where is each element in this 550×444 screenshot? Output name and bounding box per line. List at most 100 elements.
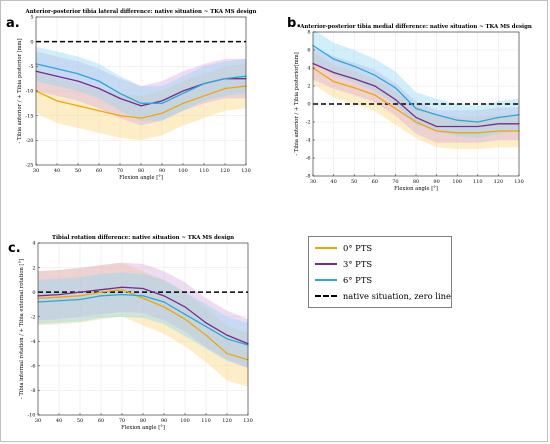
data-point-0-0-1: [56, 100, 58, 102]
legend-entry-2: 6° PTS: [315, 272, 451, 288]
data-point-0-0-5: [140, 117, 142, 119]
data-point-0-0-3: [98, 110, 100, 112]
y-tick-label-2-4: -2: [31, 314, 36, 320]
y-tick-label-1-6: 4: [307, 66, 310, 72]
data-point-0-2-5: [140, 102, 142, 104]
data-point-2-2-8: [205, 325, 207, 328]
data-point-0-2-4: [119, 92, 121, 95]
y-tick-label-2-5: 0: [32, 290, 35, 296]
x-tick-label-1-2: 50: [351, 179, 357, 185]
y-tick-label-1-8: 8: [307, 30, 310, 36]
legend-entry-3: native situation, zero line: [315, 288, 451, 304]
data-point-0-2-8: [203, 83, 205, 85]
data-point-2-1-9: [226, 334, 228, 336]
sd-band-1-2: [313, 29, 519, 139]
x-tick-label-1-4: 70: [392, 179, 398, 185]
data-point-1-0-4: [394, 107, 396, 110]
data-point-2-0-1: [58, 296, 60, 298]
x-tick-label-0-2: 50: [75, 168, 81, 174]
x-tick-label-2-0: 30: [35, 418, 41, 424]
y-tick-label-1-2: -4: [306, 138, 311, 144]
data-point-0-1-3: [98, 87, 100, 90]
x-tick-label-1-8: 110: [473, 179, 483, 185]
data-point-1-2-4: [394, 87, 396, 89]
x-tick-label-0-4: 70: [117, 168, 123, 174]
x-tick-label-2-9: 120: [222, 418, 232, 424]
chart-title-2: Tibial rotation difference: native situa…: [52, 235, 234, 241]
data-point-1-1-4: [394, 98, 396, 101]
y-tick-label-0-2: -15: [25, 113, 33, 119]
data-point-2-2-1: [58, 300, 60, 302]
data-point-0-2-1: [56, 68, 58, 70]
data-point-2-2-9: [226, 338, 228, 340]
y-tick-label-1-0: -8: [306, 174, 311, 180]
data-point-2-2-3: [100, 295, 102, 297]
x-axis-label-0: Flexion angle [°]: [119, 175, 163, 181]
data-point-2-0-2: [79, 295, 81, 297]
y-tick-label-2-2: -6: [31, 364, 36, 370]
data-point-0-0-6: [161, 112, 163, 114]
data-point-1-2-7: [456, 119, 458, 121]
data-point-1-0-5: [415, 121, 417, 123]
x-tick-label-2-10: 130: [243, 418, 253, 424]
y-tick-label-0-3: -10: [25, 89, 33, 95]
data-point-2-1-6: [163, 295, 165, 297]
data-point-2-1-1: [58, 294, 60, 296]
data-point-2-0-9: [226, 352, 228, 355]
chart-panel-1: b.Anterior-posterior tibia medial differ…: [287, 16, 532, 192]
legend-label-1: 3° PTS: [343, 259, 373, 269]
data-point-2-1-2: [79, 291, 81, 293]
data-point-0-0-4: [119, 115, 121, 117]
data-point-2-1-3: [100, 289, 102, 291]
data-point-1-0-8: [477, 132, 479, 134]
data-point-0-1-2: [77, 80, 79, 82]
data-point-1-1-5: [415, 116, 417, 119]
legend-label-2: 6° PTS: [343, 275, 373, 285]
x-tick-label-0-8: 110: [199, 168, 209, 174]
y-axis-label-0: - Tibia anterior / + Tibia posterior [mm…: [17, 39, 23, 144]
legend-label-3: native situation, zero line: [342, 291, 451, 301]
x-tick-label-2-4: 70: [119, 418, 125, 424]
data-point-0-0-7: [182, 102, 184, 104]
sd-band-0-2: [36, 46, 246, 121]
data-point-2-1-4: [121, 286, 123, 288]
data-point-1-2-5: [415, 107, 417, 110]
y-axis-label-2: - Tibia internal rotation / + Tibia exte…: [19, 259, 25, 399]
data-point-0-0-2: [77, 105, 79, 107]
x-tick-label-1-0: 30: [310, 179, 316, 185]
y-tick-label-1-5: 2: [307, 84, 310, 90]
x-tick-label-2-3: 60: [98, 418, 104, 424]
y-tick-label-2-7: 4: [32, 241, 35, 247]
x-tick-label-0-3: 60: [96, 168, 102, 174]
x-tick-label-1-6: 90: [433, 179, 439, 185]
x-tick-label-2-2: 50: [77, 418, 83, 424]
x-tick-label-0-10: 130: [241, 168, 251, 174]
data-point-1-2-1: [333, 58, 335, 60]
data-point-1-2-2: [353, 65, 355, 67]
data-point-2-1-7: [184, 306, 186, 308]
y-tick-label-2-1: -8: [31, 388, 36, 394]
data-point-1-1-1: [333, 71, 335, 74]
y-tick-label-1-7: 6: [307, 48, 310, 54]
x-tick-label-0-7: 100: [178, 168, 188, 174]
x-axis-label-2: Flexion angle [°]: [121, 425, 165, 431]
data-point-2-0-4: [121, 289, 123, 291]
y-tick-label-2-0: -10: [27, 413, 35, 419]
x-tick-label-0-1: 40: [54, 168, 60, 174]
y-tick-label-0-0: -25: [25, 163, 33, 169]
data-point-1-2-9: [497, 116, 499, 119]
data-point-1-1-9: [497, 123, 499, 125]
data-point-1-0-3: [374, 94, 376, 96]
data-point-2-2-6: [163, 301, 165, 303]
x-tick-label-1-9: 120: [494, 179, 504, 185]
data-point-2-0-6: [163, 306, 165, 308]
data-point-2-0-8: [205, 334, 207, 336]
y-tick-label-2-3: -4: [31, 339, 36, 345]
data-point-1-2-8: [477, 121, 479, 123]
data-point-1-0-9: [497, 130, 499, 132]
data-point-1-1-6: [436, 125, 438, 128]
x-tick-label-1-10: 130: [514, 179, 524, 185]
y-tick-label-0-6: 5: [30, 15, 33, 21]
